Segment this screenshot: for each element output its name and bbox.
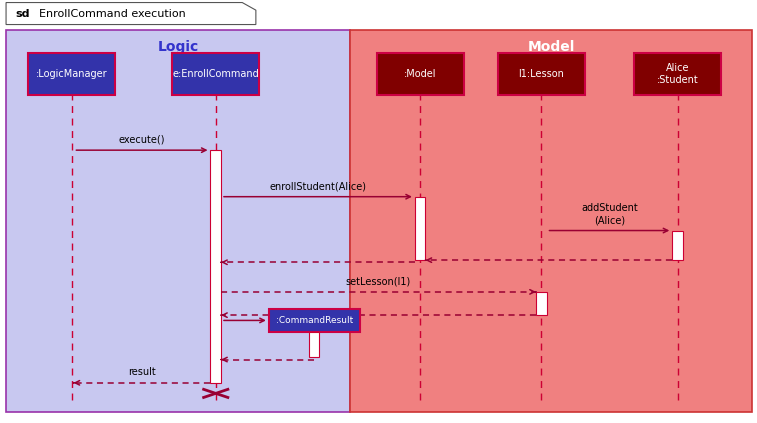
Text: :LogicManager: :LogicManager bbox=[36, 69, 107, 79]
Bar bbox=[210, 150, 221, 383]
Text: enrollStudent(Alice): enrollStudent(Alice) bbox=[269, 181, 366, 191]
Bar bbox=[269, 309, 360, 332]
Text: EnrollCommand execution: EnrollCommand execution bbox=[32, 8, 185, 19]
Bar bbox=[377, 53, 463, 95]
Text: execute(): execute() bbox=[119, 135, 165, 145]
Bar bbox=[498, 53, 584, 95]
Text: Alice
:Student: Alice :Student bbox=[656, 63, 699, 85]
Text: result: result bbox=[128, 367, 156, 377]
Bar bbox=[6, 30, 350, 412]
Text: addStudent
(Alice): addStudent (Alice) bbox=[581, 203, 637, 225]
Bar bbox=[415, 197, 425, 260]
Bar bbox=[536, 292, 547, 315]
Bar bbox=[634, 53, 721, 95]
Text: Logic: Logic bbox=[157, 40, 199, 54]
Text: :CommandResult: :CommandResult bbox=[276, 316, 353, 325]
Text: :Model: :Model bbox=[404, 69, 436, 79]
Text: e:EnrollCommand: e:EnrollCommand bbox=[173, 69, 259, 79]
Bar bbox=[172, 53, 259, 95]
Text: sd: sd bbox=[15, 8, 30, 19]
Bar bbox=[672, 231, 683, 260]
Polygon shape bbox=[6, 3, 256, 25]
Bar bbox=[350, 30, 752, 412]
Text: l1:Lesson: l1:Lesson bbox=[519, 69, 564, 79]
Text: setLesson(l1): setLesson(l1) bbox=[346, 276, 411, 286]
Bar bbox=[309, 332, 319, 357]
Text: Model: Model bbox=[528, 40, 575, 54]
Bar bbox=[29, 53, 115, 95]
